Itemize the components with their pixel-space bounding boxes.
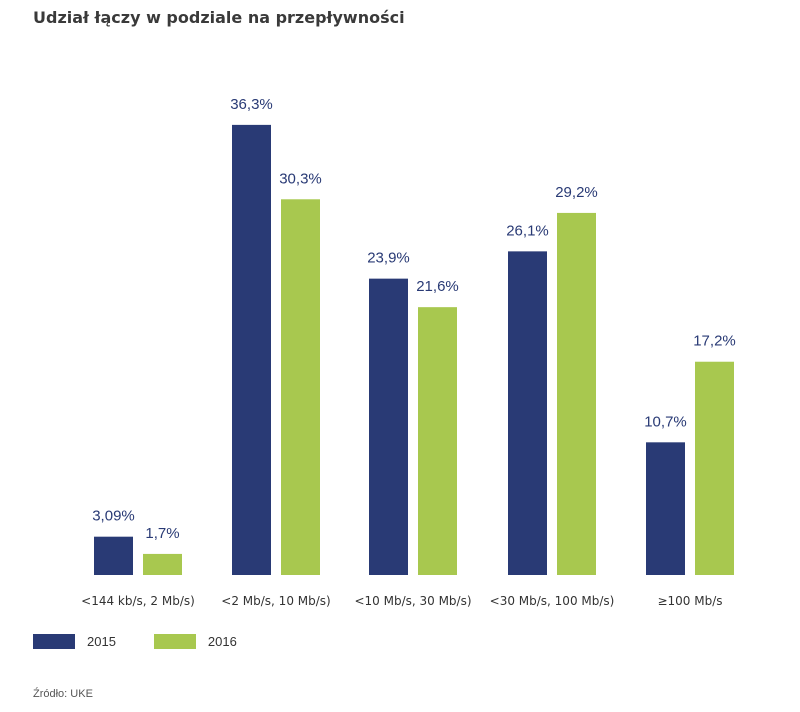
data-label-2016-1: 30,3%: [279, 170, 322, 187]
legend: 2015 2016: [33, 634, 275, 649]
source-note: Źródło: UKE: [33, 688, 93, 700]
bar-2015-0: [94, 536, 133, 575]
legend-item-2015: 2015: [33, 634, 116, 649]
chart-title: Udział łączy w podziale na przepływności: [33, 8, 405, 27]
data-label-2015-4: 10,7%: [644, 413, 687, 430]
bar-2015-4: [646, 442, 685, 575]
data-label-2016-4: 17,2%: [693, 333, 736, 350]
data-label-2015-1: 36,3%: [230, 96, 273, 113]
legend-item-2016: 2016: [153, 634, 237, 649]
legend-label-2015: 2015: [87, 634, 116, 649]
legend-swatch-2015: [33, 634, 75, 649]
data-label-2016-3: 29,2%: [555, 184, 598, 201]
x-tick-label-4: ≥100 Mb/s: [657, 594, 722, 608]
data-label-2016-2: 21,6%: [416, 278, 459, 295]
bar-2016-3: [557, 212, 596, 576]
bar-2016-0: [143, 553, 182, 575]
bar-2016-1: [281, 199, 320, 575]
data-label-2016-0: 1,7%: [145, 525, 179, 542]
bar-2016-4: [695, 361, 734, 575]
bar-2015-1: [232, 124, 271, 575]
bar-2015-3: [508, 251, 547, 576]
data-label-2015-3: 26,1%: [506, 222, 549, 239]
data-label-2015-2: 23,9%: [367, 250, 410, 267]
x-tick-label-0: <144 kb/s, 2 Mb/s): [81, 594, 195, 608]
data-label-2015-0: 3,09%: [92, 508, 135, 525]
bar-chart: 3,09% 1,7% <144 kb/s, 2 Mb/s) 36,3% 30,3% <2 …: [81, 96, 736, 608]
x-tick-label-1: <2 Mb/s, 10 Mb/s): [221, 594, 330, 608]
legend-swatch-2016: [153, 634, 196, 649]
bar-2015-2: [369, 278, 408, 575]
x-tick-label-3: <30 Mb/s, 100 Mb/s): [490, 594, 615, 608]
bar-2016-2: [418, 307, 457, 575]
legend-label-2016: 2016: [207, 634, 237, 649]
x-tick-label-2: <10 Mb/s, 30 Mb/s): [354, 594, 471, 608]
